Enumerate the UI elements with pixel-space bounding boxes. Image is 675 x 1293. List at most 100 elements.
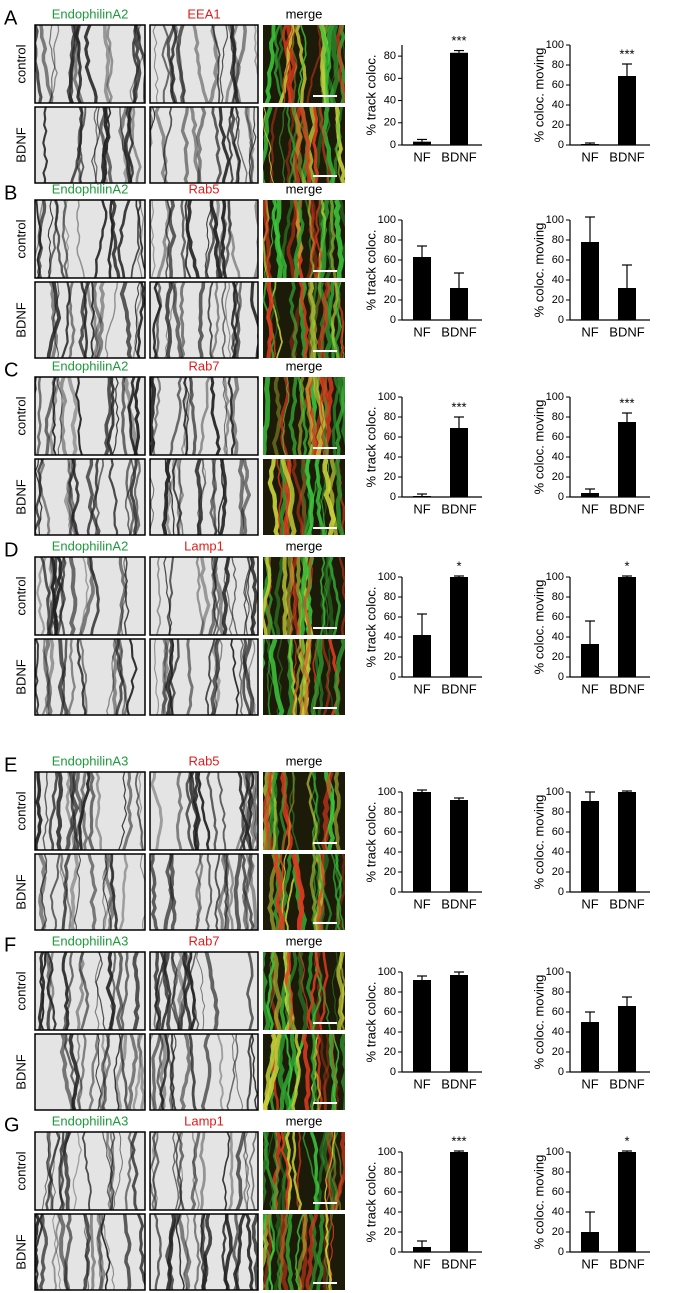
y-tick-label: 60 [552, 79, 564, 91]
kymograph-track [42, 772, 49, 850]
bar [618, 792, 636, 892]
y-tick-label: 40 [552, 451, 564, 463]
bar [413, 792, 431, 892]
kymograph-border [34, 1033, 146, 1111]
y-tick-label: 80 [384, 986, 396, 998]
kymograph-border [34, 1213, 146, 1291]
kymograph-track [286, 107, 295, 183]
kymograph-track [336, 377, 345, 446]
kymograph-track [253, 200, 258, 278]
kymograph-track [153, 639, 160, 715]
y-tick-label: 20 [552, 119, 564, 131]
kymograph-track [37, 952, 46, 1030]
kymograph-track [237, 459, 248, 535]
x-tick-label: BDNF [609, 324, 644, 339]
kymograph-track [193, 772, 200, 850]
column-header: merge [286, 358, 323, 373]
kymograph-track [315, 459, 326, 535]
kymograph-track [48, 377, 61, 455]
y-tick-label: 0 [558, 671, 564, 683]
kymograph-background [35, 200, 145, 278]
kymograph-track [331, 1034, 340, 1110]
kymograph-track [263, 557, 272, 635]
kymograph-track [76, 107, 84, 183]
kymograph-track [175, 25, 186, 103]
kymograph-track [285, 107, 295, 183]
column-header: merge [286, 538, 323, 553]
kymograph-track [264, 772, 278, 850]
kymograph-track [335, 854, 345, 930]
y-tick-label: 60 [552, 826, 564, 838]
kymograph-tracks [35, 200, 145, 278]
kymograph-track [291, 639, 298, 715]
kymograph-track [178, 459, 184, 535]
kymograph-border [34, 1131, 146, 1211]
kymograph-track [316, 1034, 323, 1110]
panel-letter: E [4, 754, 17, 776]
kymograph-track [288, 377, 298, 455]
kymograph-track [243, 557, 250, 635]
y-tick-label: 60 [384, 1186, 396, 1198]
kymograph-track [35, 1214, 44, 1290]
kymograph-track [111, 377, 120, 455]
y-tick-label: 40 [384, 631, 396, 643]
kymograph-track [197, 377, 211, 455]
x-tick-label: BDNF [609, 1076, 644, 1091]
y-tick-label: 80 [552, 986, 564, 998]
kymograph-track [110, 200, 121, 278]
y-tick-label: 40 [552, 1206, 564, 1218]
kymograph-tracks [155, 557, 258, 635]
kymograph-track [58, 1132, 65, 1210]
bar [618, 422, 636, 497]
y-tick-label: 100 [378, 1146, 396, 1158]
column-header: merge [286, 1113, 323, 1128]
y-tick-label: 100 [378, 786, 396, 798]
row-label: control [13, 1151, 28, 1190]
kymograph-track [199, 459, 207, 535]
kymograph [263, 107, 345, 183]
y-tick-label: 0 [558, 314, 564, 326]
kymograph-track [305, 377, 314, 455]
kymograph-track [323, 1034, 331, 1110]
kymograph-track [230, 377, 240, 455]
kymograph-track [43, 639, 53, 715]
kymograph-track [276, 459, 283, 535]
kymograph-track [263, 1214, 268, 1237]
kymograph [34, 1213, 146, 1291]
x-tick-label: NF [413, 1076, 430, 1091]
kymograph-track [249, 772, 257, 850]
kymograph-track [152, 25, 159, 103]
row-label: BDNF [13, 479, 28, 514]
x-tick-label: BDNF [441, 896, 476, 911]
kymograph-track [339, 1034, 345, 1110]
kymograph-track [316, 854, 326, 930]
kymograph-track [48, 772, 59, 850]
y-tick-label: 100 [378, 391, 396, 403]
kymograph-track [287, 557, 294, 635]
x-tick-label: BDNF [609, 149, 644, 164]
kymograph-track [338, 557, 345, 635]
y-axis-label: % track coloc. [363, 55, 378, 136]
kymograph-track [123, 107, 132, 183]
kymograph-track [94, 952, 102, 1030]
y-tick-label: 0 [390, 314, 396, 326]
kymograph-track [221, 1214, 229, 1290]
kymograph-track [231, 1034, 244, 1110]
x-tick-label: BDNF [441, 1076, 476, 1091]
kymograph-track [286, 200, 298, 278]
kymograph-track [107, 1132, 116, 1210]
bar [581, 242, 599, 320]
kymograph-tracks [38, 854, 145, 930]
column-header: Rab5 [188, 753, 219, 768]
kymograph-track [197, 772, 211, 850]
kymograph-track [179, 1034, 192, 1110]
kymograph-track [291, 25, 298, 103]
kymograph-track [186, 639, 194, 715]
y-tick-label: 60 [552, 1006, 564, 1018]
kymograph-track [36, 377, 42, 455]
row-label: control [13, 791, 28, 830]
row-label: control [13, 971, 28, 1010]
kymograph-track [60, 282, 71, 358]
y-tick-label: 100 [546, 786, 564, 798]
y-tick-label: 20 [384, 117, 396, 129]
